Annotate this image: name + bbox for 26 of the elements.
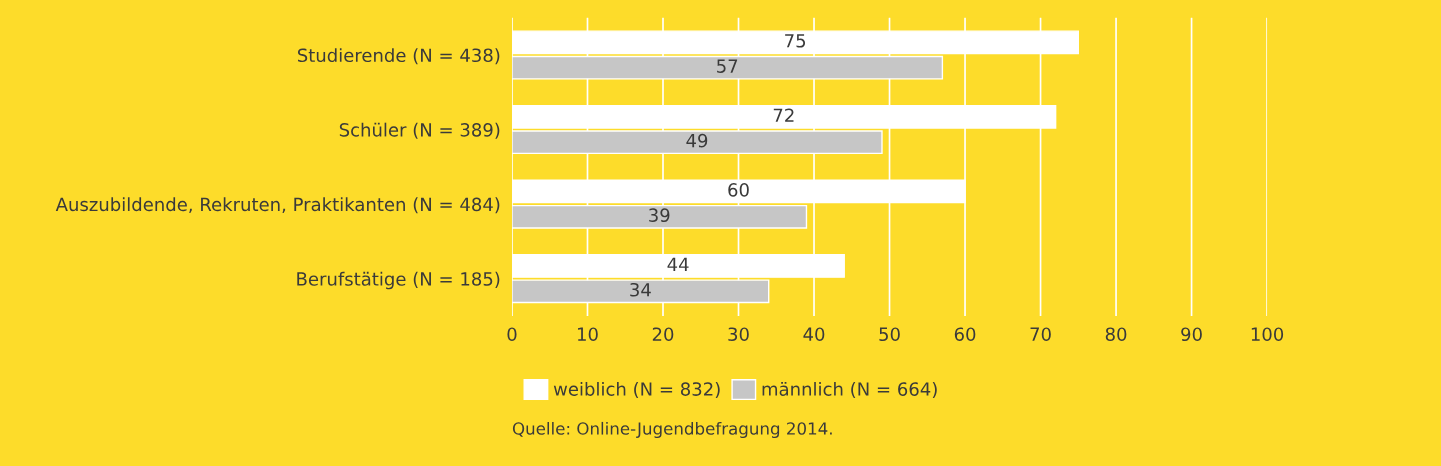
legend-label: weiblich (N = 832) <box>553 381 720 398</box>
data-label: 34 <box>630 282 651 297</box>
x-tick-label: 60 <box>954 327 976 342</box>
x-tick-label: 20 <box>652 327 674 342</box>
x-tick-label: 70 <box>1030 327 1051 342</box>
x-tick-label: 40 <box>803 327 825 342</box>
y-tick-label: Berufstätige (N = 185) <box>297 271 500 290</box>
y-tick-label: Studierende (N = 438) <box>297 48 500 65</box>
x-tick-label: 80 <box>1105 327 1127 342</box>
legend-label: männlich (N = 664) <box>762 381 937 398</box>
data-label: 72 <box>773 108 794 122</box>
x-tick-label: 0 <box>507 327 517 342</box>
y-tick-label: Schüler (N = 389) <box>339 122 500 139</box>
data-label: 60 <box>728 183 749 197</box>
data-label: 44 <box>667 257 689 271</box>
data-label: 75 <box>785 34 806 48</box>
source-note: Quelle: Online-Jugendbefragung 2014. <box>512 421 832 439</box>
data-label: 49 <box>686 133 708 148</box>
y-tick-label: Auszubildende, Rekruten, Praktikanten (N = 484) <box>55 197 500 214</box>
data-label: 57 <box>717 59 738 73</box>
x-tick-label: 50 <box>879 327 900 342</box>
x-tick-label: 90 <box>1181 327 1202 342</box>
x-tick-label: 100 <box>1251 327 1284 342</box>
x-tick-label: 10 <box>577 327 598 342</box>
data-label: 39 <box>649 208 670 223</box>
x-tick-label: 30 <box>728 327 749 342</box>
